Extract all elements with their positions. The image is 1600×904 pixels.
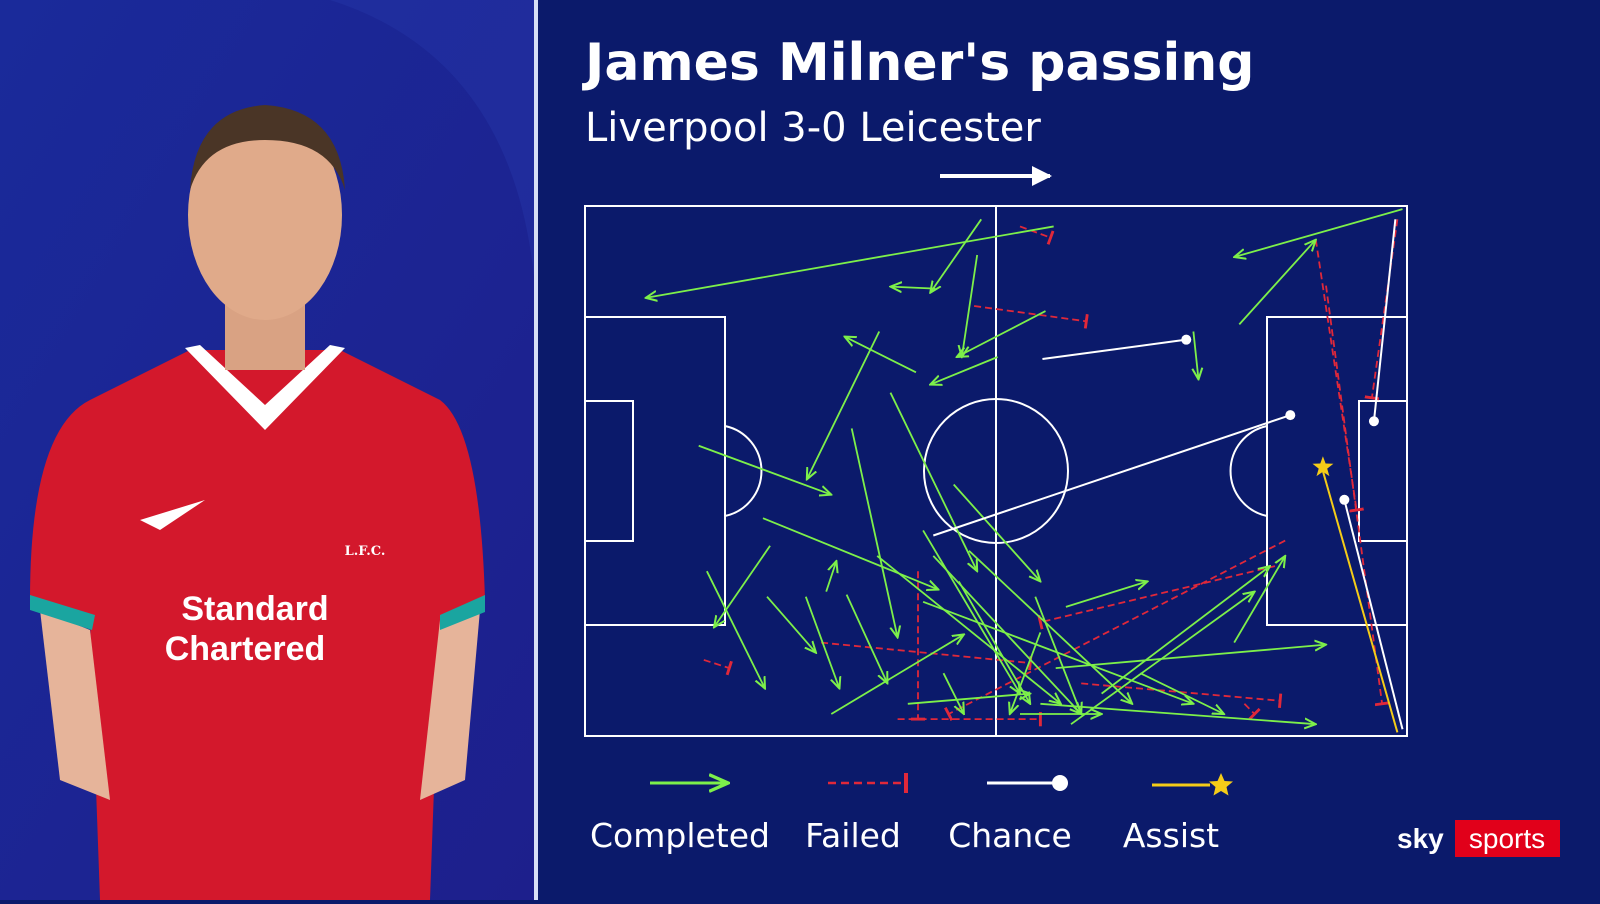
completed-pass (646, 225, 1054, 297)
completed-pass (804, 596, 840, 689)
failed-pass (1364, 219, 1399, 401)
completed-pass (876, 555, 1061, 704)
chance-dot (1285, 410, 1296, 421)
chance-pass (1343, 499, 1404, 730)
completed-pass (930, 356, 998, 385)
legend-assist-star (1209, 773, 1233, 796)
completed-pass (698, 444, 832, 495)
completed-pass (766, 596, 816, 653)
completed-pass (922, 600, 1193, 704)
logo-box (1455, 820, 1560, 857)
completed-pass (714, 545, 771, 628)
completed-pass (1010, 632, 1042, 714)
chance-dot (1181, 334, 1192, 345)
completed-pass (1065, 581, 1148, 608)
chance-pass (1372, 219, 1397, 422)
logo-sky: sky (1397, 823, 1444, 854)
chance-dot (1339, 494, 1350, 505)
player: L.F.C. Standard Chartered (30, 105, 485, 900)
legend-chance-dot (1052, 775, 1068, 791)
completed-pass (907, 694, 1030, 705)
failed-pass (1019, 225, 1055, 245)
completed-pass (1055, 645, 1326, 669)
completed-pass (1233, 556, 1285, 644)
completed-pass (706, 570, 765, 688)
completed-pass (1034, 596, 1081, 714)
title: James Milner's passing (582, 33, 1255, 93)
failed-pass (944, 539, 1286, 722)
completed-pass (1238, 240, 1316, 325)
completed-pass (1193, 331, 1198, 380)
completed-pass (890, 287, 936, 289)
chance-pass (932, 414, 1291, 537)
crest-text: L.F.C. (345, 544, 386, 559)
completed-pass (825, 561, 836, 592)
failed-pass (821, 641, 1033, 671)
chance-pass (1042, 338, 1187, 361)
completed-pass (762, 517, 938, 589)
completed-pass (958, 580, 1030, 703)
completed-pass (1070, 592, 1255, 725)
completed-pass (850, 428, 898, 637)
completed-pass (1101, 566, 1270, 695)
failed-pass (703, 659, 733, 676)
legend-label: Chance (948, 816, 1072, 855)
completed-pass (889, 392, 977, 572)
completed-pass (968, 550, 1132, 704)
sponsor-text: Chartered (165, 630, 326, 668)
legend-label: Failed (805, 816, 901, 855)
completed-pass (1139, 672, 1224, 714)
completed-pass (807, 331, 881, 480)
subtitle: Liverpool 3-0 Leicester (585, 105, 1041, 151)
completed-pass (922, 529, 1020, 693)
completed-pass (962, 254, 979, 357)
passes (646, 208, 1404, 733)
panel-swoosh (330, 0, 536, 300)
logo: sky sports (1397, 820, 1560, 857)
failed-pass (973, 305, 1089, 329)
logo-sports: sports (1469, 823, 1545, 854)
completed-pass (942, 672, 964, 714)
chance-dot (1368, 416, 1379, 427)
completed-pass (845, 594, 888, 684)
completed-pass (932, 555, 1081, 714)
completed-pass (953, 483, 1041, 582)
failed-pass (1243, 703, 1261, 721)
completed-pass (930, 218, 982, 292)
legend-label: Assist (1123, 816, 1219, 855)
failed-pass (1037, 565, 1276, 630)
assist-star (1312, 456, 1334, 477)
completed-pass (1040, 702, 1315, 724)
pitch (584, 205, 1408, 737)
completed-pass (1234, 208, 1403, 257)
divider (534, 0, 538, 900)
sponsor-text: Standard (181, 590, 328, 628)
completed-pass (845, 337, 917, 374)
legend: Completed Failed Chance Assist (590, 773, 1233, 855)
failed-pass (1314, 239, 1364, 513)
legend-label: Completed (590, 816, 770, 855)
completed-pass (957, 310, 1046, 357)
completed-pass (830, 634, 964, 715)
assist-pass (1321, 470, 1399, 733)
